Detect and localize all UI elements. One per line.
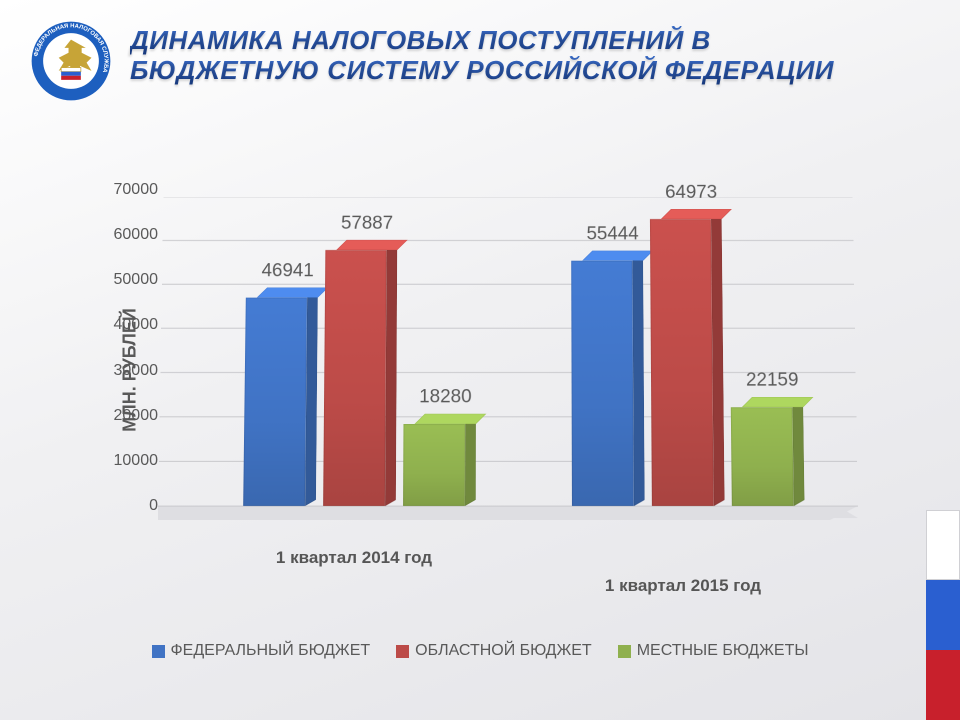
y-tick-label: 60000 xyxy=(108,226,158,244)
legend-label: ФЕДЕРАЛЬНЫЙ БЮДЖЕТ xyxy=(171,642,371,660)
y-tick-label: 70000 xyxy=(108,181,158,199)
legend: ФЕДЕРАЛЬНЫЙ БЮДЖЕТ ОБЛАСТНОЙ БЮДЖЕТ МЕСТНЫ… xyxy=(0,642,960,660)
legend-swatch-icon xyxy=(396,645,409,658)
y-tick-label: 10000 xyxy=(108,452,158,470)
legend-item: МЕСТНЫЕ БЮДЖЕТЫ xyxy=(618,642,809,660)
legend-label: ОБЛАСТНОЙ БЮДЖЕТ xyxy=(415,642,592,660)
tax-revenue-chart: МЛН. РУБЛЕЙ 0100002000030000400005000060… xyxy=(80,150,880,590)
bar-value-label: 55444 xyxy=(586,224,638,245)
page-title: ДИНАМИКА НАЛОГОВЫХ ПОСТУПЛЕНИЙ В БЮДЖЕТН… xyxy=(130,20,834,86)
bar-value-label: 18280 xyxy=(419,387,472,409)
plot-area: 469415788718280554446497322159 xyxy=(158,197,858,520)
bar-value-label: 57887 xyxy=(341,213,393,234)
y-tick-label: 30000 xyxy=(108,362,158,380)
fns-logo-icon: ФЕДЕРАЛЬНАЯ НАЛОГОВАЯ СЛУЖБА xyxy=(30,20,112,102)
x-category-label: 1 квартал 2015 год xyxy=(605,576,761,596)
bar xyxy=(650,219,714,506)
x-category-label: 1 квартал 2014 год xyxy=(276,548,432,568)
bar-value-label: 46941 xyxy=(261,261,313,282)
flag-stripe-red xyxy=(926,650,960,720)
bar xyxy=(571,260,634,506)
y-axis-ticks: 010000200003000040000500006000070000 xyxy=(108,190,158,520)
y-tick-label: 0 xyxy=(108,497,158,515)
y-tick-label: 50000 xyxy=(108,271,158,289)
bar xyxy=(243,298,307,506)
legend-label: МЕСТНЫЕ БЮДЖЕТЫ xyxy=(637,642,809,660)
bar xyxy=(403,424,465,506)
header: ФЕДЕРАЛЬНАЯ НАЛОГОВАЯ СЛУЖБА ДИНАМИКА НА… xyxy=(30,20,930,102)
bar-value-label: 22159 xyxy=(746,370,799,392)
flag-stripe-white xyxy=(926,510,960,580)
corner-flag-icon xyxy=(926,510,960,720)
bar-value-label: 64973 xyxy=(665,182,717,203)
bar xyxy=(323,250,386,506)
y-tick-label: 20000 xyxy=(108,407,158,425)
y-tick-label: 40000 xyxy=(108,316,158,334)
bar xyxy=(731,407,794,506)
title-line-1: ДИНАМИКА НАЛОГОВЫХ ПОСТУПЛЕНИЙ В xyxy=(130,26,834,56)
legend-item: ОБЛАСТНОЙ БЮДЖЕТ xyxy=(396,642,592,660)
legend-swatch-icon xyxy=(152,645,165,658)
legend-swatch-icon xyxy=(618,645,631,658)
legend-item: ФЕДЕРАЛЬНЫЙ БЮДЖЕТ xyxy=(152,642,371,660)
flag-stripe-blue xyxy=(926,580,960,650)
title-line-2: БЮДЖЕТНУЮ СИСТЕМУ РОССИЙСКОЙ ФЕДЕРАЦИИ xyxy=(130,56,834,86)
